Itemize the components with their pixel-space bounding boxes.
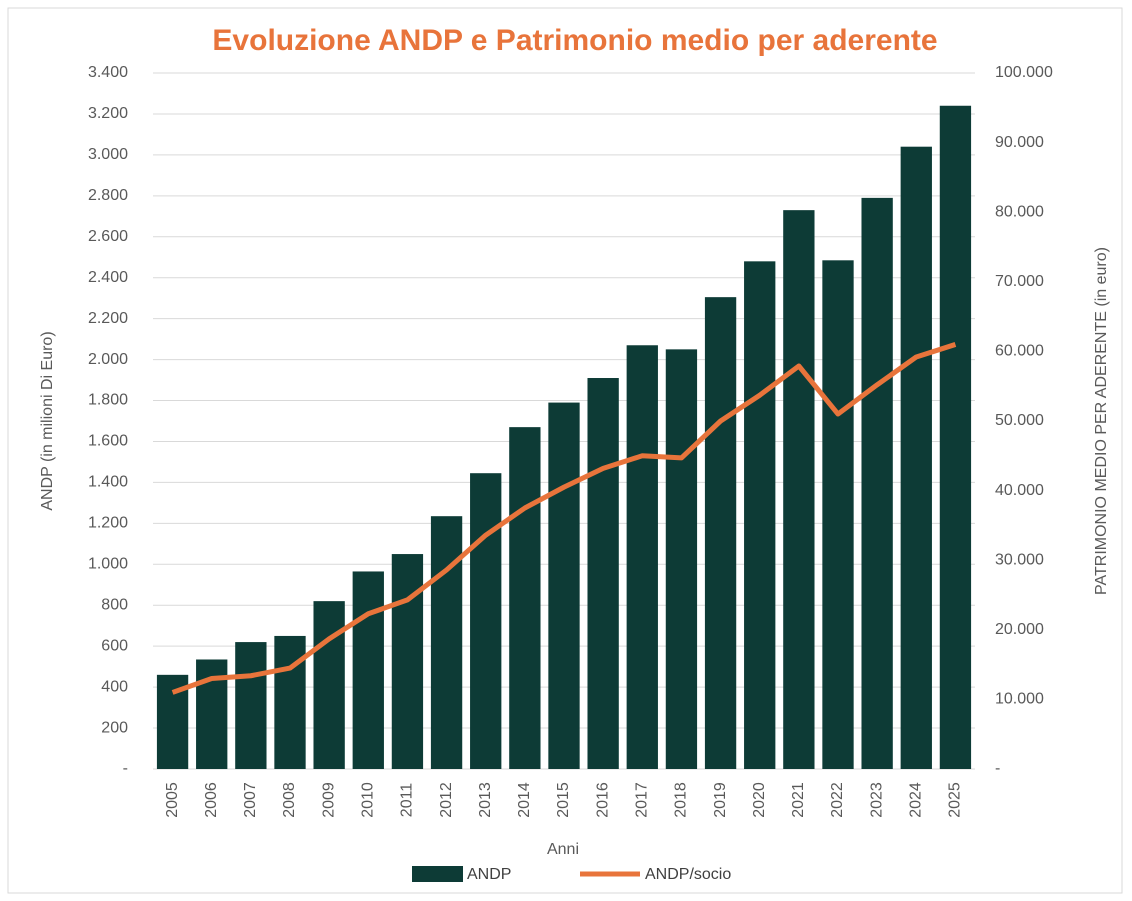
- y-tick-label: -: [123, 760, 128, 777]
- y2-axis-title: PATRIMONIO MEDIO PER ADERENTE (in euro): [1093, 247, 1110, 595]
- x-tick-label: 2018: [673, 782, 690, 818]
- y-tick-label: 600: [101, 637, 128, 654]
- y-tick-label: 3.400: [88, 64, 128, 81]
- y2-tick-label: 50.000: [995, 412, 1044, 429]
- bar: [470, 473, 502, 769]
- y-tick-label: 2.200: [88, 310, 128, 327]
- y2-tick-label: 10.000: [995, 691, 1044, 708]
- y-tick-label: 1.800: [88, 392, 128, 409]
- bar: [822, 260, 854, 769]
- x-tick-label: 2008: [281, 782, 298, 818]
- x-tick-label: 2014: [516, 782, 533, 818]
- bar: [391, 554, 424, 769]
- y-tick-label: 800: [101, 596, 128, 613]
- x-tick-label: 2005: [164, 782, 181, 818]
- x-tick-label: 2025: [947, 782, 964, 818]
- y2-tick-label: 80.000: [995, 203, 1044, 220]
- bar: [939, 105, 972, 770]
- y2-tick-label: 70.000: [995, 273, 1044, 290]
- x-tick-label: 2017: [634, 782, 651, 818]
- y2-tick-label: -: [995, 760, 1000, 777]
- bar: [430, 516, 463, 769]
- y-tick-label: 2.800: [88, 187, 128, 204]
- bar: [235, 642, 267, 769]
- y-tick-label: 1.200: [88, 515, 128, 532]
- bar: [704, 297, 737, 769]
- x-tick-label: 2022: [829, 782, 846, 818]
- y2-tick-label: 100.000: [995, 64, 1053, 81]
- x-axis-title: Anni: [547, 841, 579, 858]
- y2-tick-label: 40.000: [995, 482, 1044, 499]
- x-tick-label: 2006: [203, 782, 220, 818]
- y-tick-label: 1.600: [88, 433, 128, 450]
- y-tick-label: 200: [101, 719, 128, 736]
- x-tick-label: 2013: [477, 782, 494, 818]
- x-tick-label: 2009: [320, 782, 337, 818]
- bar: [900, 146, 932, 770]
- y-tick-label: 1.400: [88, 474, 128, 491]
- y2-tick-label: 90.000: [995, 134, 1044, 151]
- legend-label: ANDP: [467, 866, 511, 883]
- y2-tick-label: 30.000: [995, 551, 1044, 568]
- bar: [352, 571, 384, 769]
- bar: [665, 349, 698, 769]
- legend-swatch: [412, 866, 463, 882]
- bar: [744, 261, 776, 769]
- y-axis-title: ANDP (in milioni Di Euro): [39, 331, 56, 510]
- bar: [313, 601, 345, 769]
- line: [171, 342, 957, 695]
- bar: [587, 378, 619, 769]
- x-tick-label: 2011: [399, 783, 416, 818]
- bar: [274, 635, 306, 769]
- x-tick-label: 2021: [790, 782, 807, 818]
- chart-title: Evoluzione ANDP e Patrimonio medio per a…: [212, 24, 937, 57]
- x-tick-label: 2019: [712, 782, 729, 818]
- y-tick-label: 1.000: [88, 556, 128, 573]
- y-tick-label: 400: [101, 678, 128, 695]
- y-tick-label: 2.400: [88, 269, 128, 286]
- x-tick-label: 2023: [868, 782, 885, 818]
- x-tick-label: 2024: [908, 782, 925, 818]
- bar: [509, 427, 541, 769]
- bar: [548, 402, 580, 769]
- y-tick-label: 3.200: [88, 105, 128, 122]
- y2-tick-label: 20.000: [995, 621, 1044, 638]
- bar: [626, 345, 658, 769]
- bar: [783, 210, 815, 769]
- x-tick-label: 2020: [751, 782, 768, 818]
- y-tick-label: 3.000: [88, 146, 128, 163]
- y-tick-label: 2.000: [88, 351, 128, 368]
- y2-tick-label: 60.000: [995, 343, 1044, 360]
- x-tick-label: 2010: [360, 782, 377, 818]
- x-tick-label: 2015: [555, 782, 572, 818]
- y-tick-label: 2.600: [88, 228, 128, 245]
- x-tick-label: 2012: [438, 782, 455, 818]
- bar: [861, 197, 893, 769]
- x-tick-label: 2016: [594, 782, 611, 818]
- x-tick-label: 2007: [242, 782, 259, 818]
- legend-label: ANDP/socio: [645, 866, 731, 883]
